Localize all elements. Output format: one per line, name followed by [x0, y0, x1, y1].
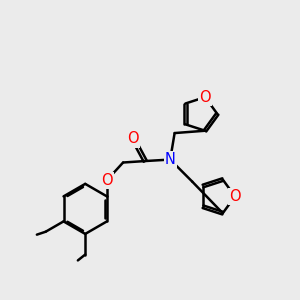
Text: O: O: [199, 90, 211, 105]
Text: O: O: [128, 131, 139, 146]
Text: N: N: [165, 152, 176, 167]
Text: O: O: [229, 189, 241, 204]
Text: O: O: [101, 173, 113, 188]
